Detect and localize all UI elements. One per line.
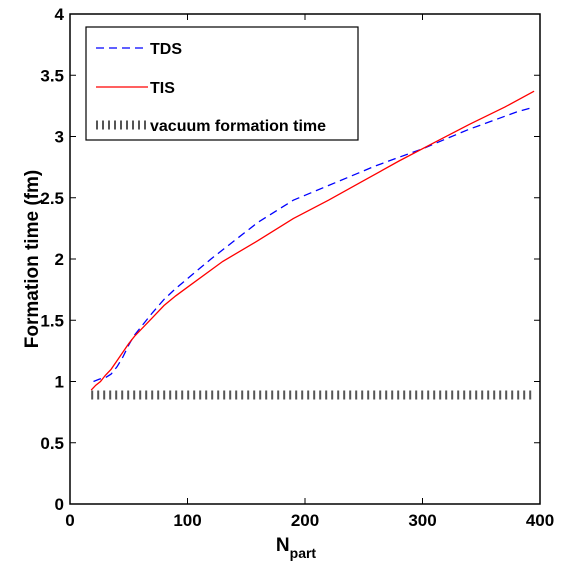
x-axis-label-sub: part [290, 545, 317, 561]
y-tick-label: 3 [55, 128, 64, 147]
y-tick-label: 0 [55, 495, 64, 514]
x-tick-label: 100 [173, 511, 201, 530]
series-layer [90, 90, 535, 400]
y-tick-label: 1 [55, 373, 64, 392]
legend-label-vacuum: vacuum formation time [150, 118, 326, 135]
x-tick-label: 200 [291, 511, 319, 530]
y-tick-label: 4 [55, 5, 65, 24]
x-tick-label: 0 [65, 511, 74, 530]
y-tick-label: 2 [55, 250, 64, 269]
y-tick-label: 1.5 [40, 311, 64, 330]
x-tick-label: 400 [526, 511, 554, 530]
axis-ticks: 0 100 200 300 400 0 0.5 1 1.5 2 2.5 3 3.5 4 [40, 5, 554, 530]
y-tick-label: 2.5 [40, 189, 64, 208]
y-axis-label: Formation time (fm) [22, 170, 43, 348]
x-axis-label: Npart [276, 535, 317, 561]
series-line-tis [90, 90, 535, 391]
y-tick-label: 0.5 [40, 434, 64, 453]
x-axis-label-main: N [276, 535, 290, 556]
legend-label-tds: TDS [150, 41, 182, 58]
legend-label-tis: TIS [150, 80, 175, 97]
series-line-tds [93, 106, 535, 383]
legend-box [85, 26, 359, 141]
legend: TDS TIS vacuum formation time [85, 26, 359, 141]
y-tick-label: 3.5 [40, 66, 64, 85]
x-tick-label: 300 [408, 511, 436, 530]
